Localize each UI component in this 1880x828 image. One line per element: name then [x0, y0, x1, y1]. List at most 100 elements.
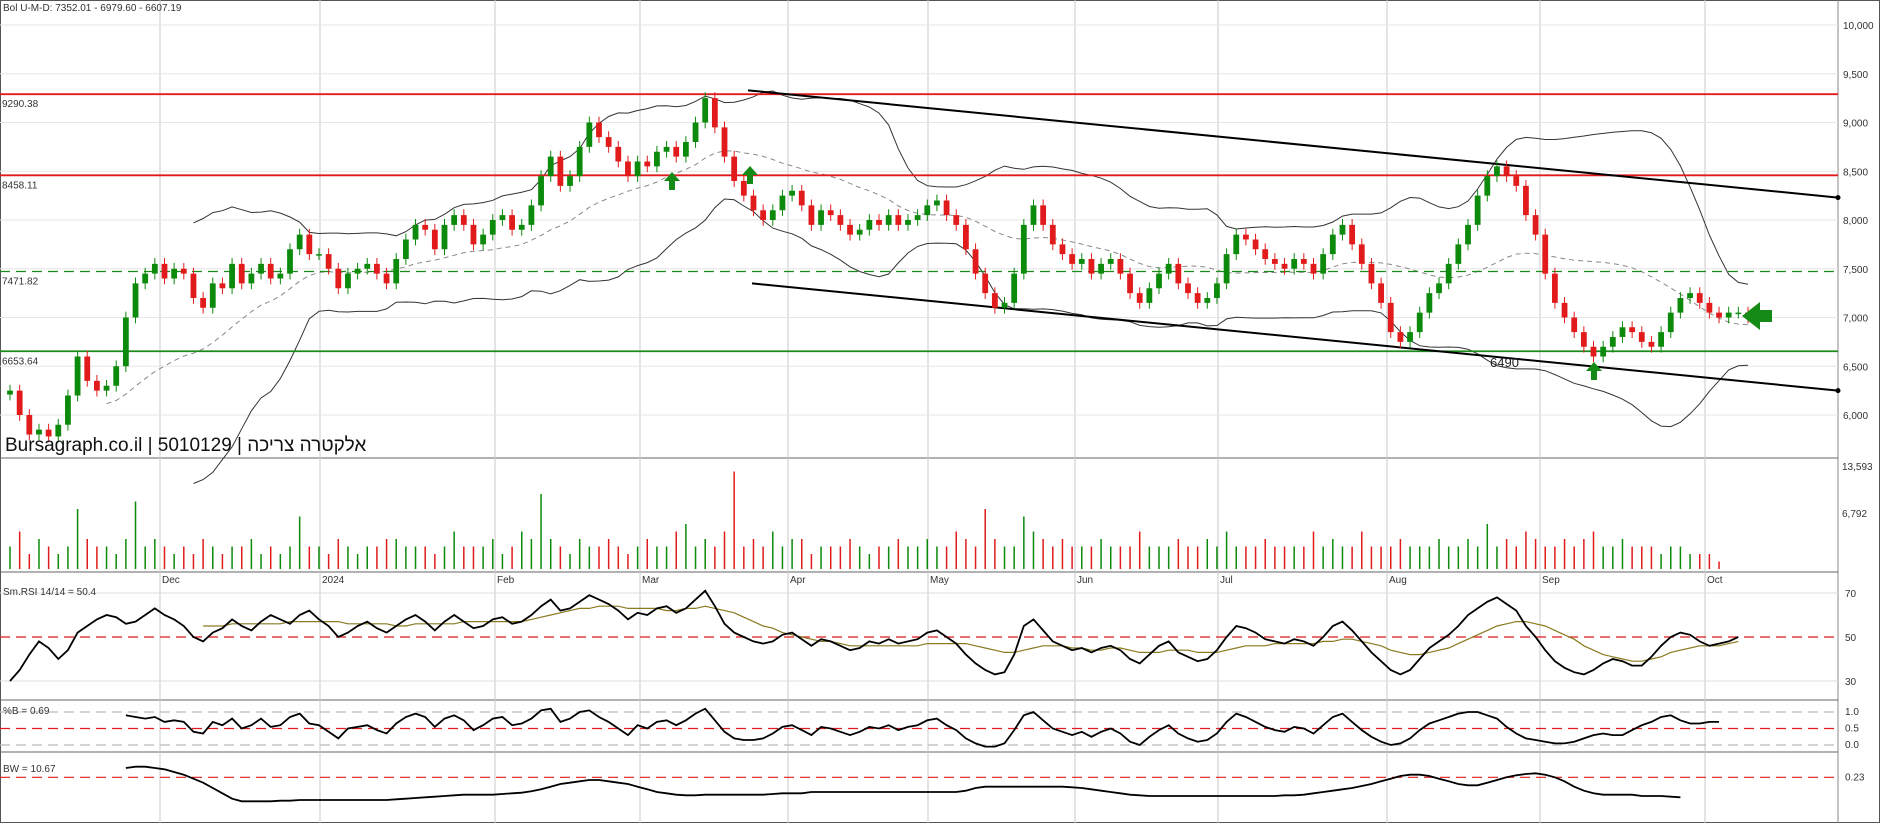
candle-body [142, 273, 149, 284]
candle-body [1069, 254, 1076, 264]
candle-body [122, 317, 129, 367]
percent-b-panel [0, 707, 1838, 748]
candle-body [702, 98, 709, 123]
candle-body [615, 146, 622, 162]
candle-body [934, 200, 940, 206]
candle-body [132, 283, 139, 318]
candle-body [1580, 332, 1587, 347]
bw-tick: 0.23 [1845, 772, 1865, 783]
rsi-ma-line [203, 605, 1739, 662]
candle-body [1127, 273, 1133, 294]
candle-body [1494, 166, 1500, 177]
candle-body [45, 429, 52, 437]
candle-body [316, 254, 322, 256]
candle-body [1571, 317, 1578, 333]
candle-body [1638, 332, 1645, 342]
candle-body [1629, 327, 1636, 333]
candle-body [74, 356, 81, 396]
xtick-Apr: Apr [790, 575, 806, 586]
candle-body [847, 224, 853, 235]
candle-body [1088, 259, 1095, 274]
candle-body [1358, 244, 1365, 264]
candle-body [827, 210, 834, 216]
candle-body [1677, 298, 1684, 313]
candle-body [277, 273, 284, 279]
grid [0, 0, 1838, 823]
candle-body [1561, 302, 1568, 318]
candle-body [1214, 283, 1220, 298]
ytick-7,500: 7,500 [1843, 265, 1868, 276]
candle-body [963, 224, 969, 250]
candle-body [682, 142, 689, 157]
channel-lower-end [1835, 388, 1841, 394]
candle-body [393, 259, 400, 284]
candle-body [238, 263, 245, 284]
candle-body [1416, 312, 1423, 333]
candle-body [258, 263, 264, 274]
candle-body [876, 220, 882, 225]
candle-body [1204, 298, 1211, 303]
rsi-panel [0, 589, 1838, 682]
xtick-May: May [930, 575, 949, 586]
candle-body [1378, 283, 1384, 303]
candle-body [441, 224, 448, 250]
candle-body [528, 205, 535, 225]
candle-body [1001, 302, 1008, 308]
candle-body [422, 224, 429, 230]
candle-body [760, 210, 767, 220]
volume-bars [9, 471, 1720, 569]
low-annotation: 6490 [1490, 355, 1519, 370]
candle-body [451, 215, 458, 225]
candle-body [1474, 195, 1481, 225]
candle-body [209, 283, 216, 308]
candle-body [267, 263, 274, 279]
candle-body [460, 215, 467, 225]
candle-body [895, 215, 902, 225]
candle-body [1194, 293, 1201, 303]
candle-body [779, 195, 786, 211]
candle-body [1532, 215, 1539, 235]
volume-tick: 13,593 [1842, 462, 1873, 473]
candle-body [1040, 205, 1047, 225]
candle-body [818, 210, 824, 225]
candle-body [345, 273, 351, 289]
candle-body [180, 268, 187, 274]
candle-body [654, 151, 660, 167]
bandwidth-panel [0, 765, 1838, 803]
candle-body [866, 220, 873, 230]
ytick-8,000: 8,000 [1843, 216, 1868, 227]
candle-body [596, 122, 602, 138]
candle-body [489, 220, 496, 235]
pctb-tick: 1.0 [1845, 707, 1859, 718]
candle-body [200, 298, 207, 308]
candle-body [885, 215, 892, 225]
candle-body [7, 390, 13, 395]
candle-body [731, 156, 738, 181]
candle-body [769, 210, 776, 220]
candle-body [943, 200, 950, 216]
candle-body [837, 215, 844, 225]
candle-body [991, 293, 998, 308]
watermark-text: Bursagraph.co.il | 5010129 | אלקטרה צריכ… [5, 435, 366, 456]
candle-body [1291, 259, 1298, 269]
signal-arrows [664, 166, 1772, 380]
candle-body [518, 224, 525, 230]
candle-body [1687, 293, 1693, 298]
candle-body [1107, 259, 1114, 264]
bandwidth-line [125, 765, 1681, 803]
candle-body [1271, 259, 1278, 264]
candle-body [470, 224, 477, 245]
candle-body [55, 424, 62, 437]
percent-b-label: %B = 0.69 [3, 706, 50, 717]
candle-body [567, 176, 573, 186]
candle-body [905, 220, 911, 225]
candle-body [673, 146, 680, 157]
candle-body [480, 234, 487, 245]
candle-body [625, 161, 631, 177]
candle-body [808, 205, 815, 225]
bollinger-bands [106, 90, 1749, 484]
candle-body [1320, 254, 1327, 274]
channel-upper-line [747, 89, 1839, 199]
candle-body [1484, 176, 1491, 196]
